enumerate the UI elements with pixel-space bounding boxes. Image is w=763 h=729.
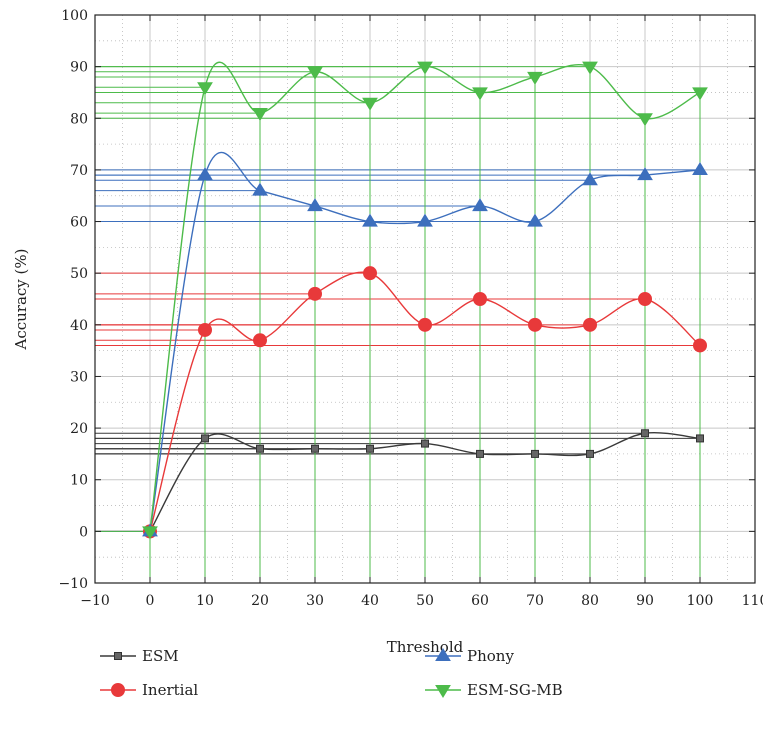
x-tick-label: 60 — [471, 593, 489, 609]
y-tick-label: 60 — [70, 215, 88, 231]
legend-label: ESM-SG-MB — [467, 681, 563, 699]
data-point-phony — [582, 172, 598, 186]
x-tick-label: 10 — [196, 593, 214, 609]
y-tick-label: 30 — [70, 369, 88, 385]
y-tick-label: 50 — [70, 266, 88, 282]
data-point-phony — [637, 167, 653, 181]
y-tick-label: 90 — [70, 60, 88, 76]
data-point-esm-sg-mb — [692, 87, 708, 101]
data-point-phony — [472, 198, 488, 212]
data-point-esm-sg-mb — [472, 87, 488, 101]
data-point-esm — [696, 434, 704, 443]
x-axis-title: Threshold — [387, 638, 464, 656]
data-point-esm — [201, 434, 209, 443]
data-point-esm-sg-mb — [582, 61, 598, 75]
data-point-inertial — [583, 317, 597, 332]
y-tick-label: 100 — [61, 8, 88, 24]
drop-lines — [95, 66, 701, 583]
data-point-inertial — [198, 322, 212, 337]
legend-marker — [435, 648, 451, 662]
x-tick-label: 90 — [636, 593, 654, 609]
data-point-esm — [531, 449, 539, 458]
x-tick-label: 110 — [742, 593, 763, 609]
x-tick-label: 20 — [251, 593, 269, 609]
legend-marker — [114, 652, 122, 660]
x-tick-label: 70 — [526, 593, 544, 609]
x-tick-label: 30 — [306, 593, 324, 609]
legend-label: Inertial — [142, 681, 198, 699]
data-point-phony — [197, 167, 213, 181]
series-line-inertial — [149, 271, 701, 532]
data-point-inertial — [693, 338, 707, 353]
data-point-phony — [527, 213, 543, 227]
data-point-phony — [692, 161, 708, 175]
data-point-inertial — [253, 333, 267, 348]
data-point-esm-sg-mb — [142, 526, 158, 540]
data-point-inertial — [308, 286, 322, 301]
legend-marker — [111, 683, 125, 697]
data-point-phony — [307, 198, 323, 212]
y-tick-label: 0 — [79, 524, 88, 540]
data-point-esm — [366, 444, 374, 453]
data-point-esm — [421, 439, 429, 448]
data-point-esm-sg-mb — [527, 71, 543, 85]
y-tick-label: 80 — [70, 111, 88, 127]
data-point-inertial — [473, 292, 487, 306]
data-point-phony — [362, 213, 378, 227]
data-point-esm — [641, 429, 649, 438]
data-point-inertial — [528, 317, 542, 332]
data-markers — [142, 61, 708, 540]
series-line-esm — [149, 432, 701, 532]
data-point-esm-sg-mb — [637, 113, 653, 127]
legend-marker — [435, 684, 451, 698]
legend-label: ESM — [142, 647, 179, 665]
data-point-esm-sg-mb — [417, 61, 433, 75]
data-point-phony — [252, 182, 268, 196]
x-tick-label: 100 — [687, 593, 714, 609]
y-axis-title: Accuracy (%) — [12, 248, 30, 350]
data-point-esm — [586, 449, 594, 458]
data-point-inertial — [363, 266, 377, 281]
data-point-esm-sg-mb — [197, 82, 213, 96]
data-point-esm-sg-mb — [252, 108, 268, 122]
data-point-inertial — [418, 317, 432, 332]
x-tick-label: 80 — [581, 593, 599, 609]
x-tick-label: 40 — [361, 593, 379, 609]
legend: ESM Inertial Phony ESM-SG-MB — [100, 647, 563, 699]
data-point-esm — [256, 444, 264, 453]
x-tick-label: 50 — [416, 593, 434, 609]
y-tick-label: −10 — [58, 576, 88, 592]
x-tick-label: 0 — [146, 593, 155, 609]
data-point-esm — [311, 444, 319, 453]
data-point-esm-sg-mb — [362, 97, 378, 111]
y-tick-label: 10 — [70, 473, 88, 489]
x-tick-label: −10 — [80, 593, 110, 609]
y-tick-label: 40 — [70, 318, 88, 334]
data-point-inertial — [638, 292, 652, 306]
y-tick-label: 20 — [70, 421, 88, 437]
data-point-phony — [417, 213, 433, 227]
axis-ticks: −10 0 10 20 30 40 50 60 70 80 90 100 110 −10 0 10 20 30 40… — [58, 8, 763, 609]
data-point-esm-sg-mb — [307, 66, 323, 80]
legend-label: Phony — [467, 647, 514, 665]
y-tick-label: 70 — [70, 163, 88, 179]
data-point-esm — [476, 449, 484, 458]
